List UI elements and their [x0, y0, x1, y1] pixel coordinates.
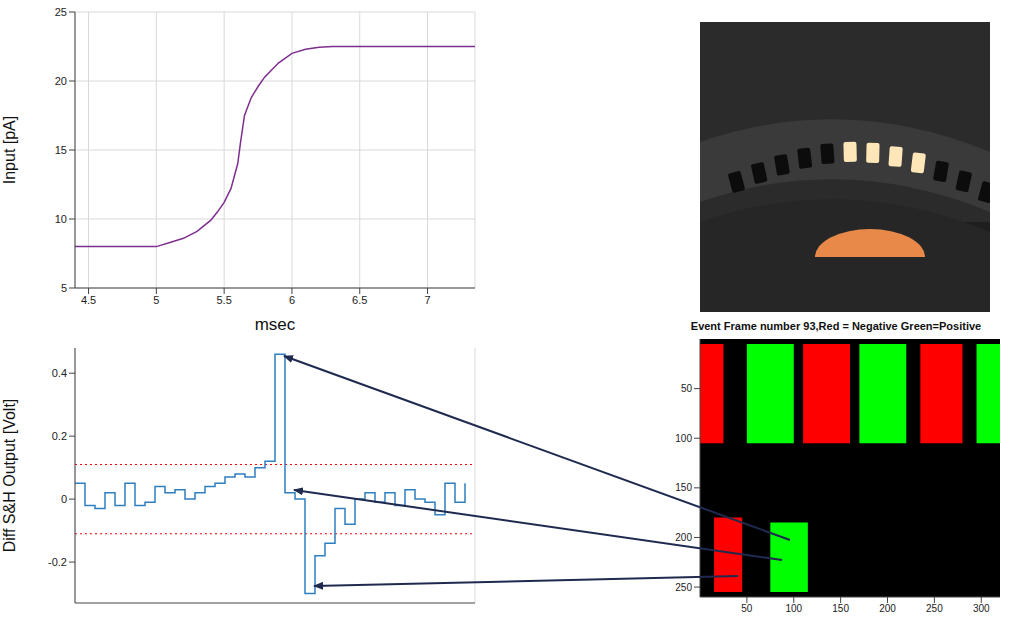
- svg-text:4.5: 4.5: [81, 294, 96, 306]
- svg-text:0: 0: [61, 493, 67, 505]
- svg-text:100: 100: [785, 603, 802, 614]
- svg-text:100: 100: [675, 433, 692, 444]
- svg-text:0.4: 0.4: [52, 367, 67, 379]
- svg-text:10: 10: [55, 213, 67, 225]
- svg-text:Diff S&H Output [Volt]: Diff S&H Output [Volt]: [1, 399, 18, 553]
- svg-text:250: 250: [675, 582, 692, 593]
- svg-text:250: 250: [926, 603, 943, 614]
- svg-text:50: 50: [681, 383, 693, 394]
- svg-text:15: 15: [55, 144, 67, 156]
- svg-text:-0.2: -0.2: [48, 556, 67, 568]
- svg-text:200: 200: [675, 532, 692, 543]
- svg-text:5: 5: [61, 282, 67, 294]
- svg-text:0.2: 0.2: [52, 430, 67, 442]
- svg-text:5: 5: [153, 294, 159, 306]
- svg-text:25: 25: [55, 6, 67, 18]
- svg-text:150: 150: [832, 603, 849, 614]
- svg-text:6: 6: [289, 294, 295, 306]
- svg-text:20: 20: [55, 75, 67, 87]
- svg-text:300: 300: [973, 603, 990, 614]
- svg-text:Input [pA]: Input [pA]: [1, 116, 18, 185]
- svg-text:7: 7: [424, 294, 430, 306]
- svg-text:150: 150: [675, 482, 692, 493]
- svg-text:6.5: 6.5: [352, 294, 367, 306]
- svg-text:5.5: 5.5: [217, 294, 232, 306]
- svg-text:200: 200: [879, 603, 896, 614]
- svg-text:msec: msec: [255, 315, 296, 334]
- svg-text:50: 50: [741, 603, 753, 614]
- html-text:Event Frame number 93,Red = Ne: Event Frame number 93,Red = Negative Gre…: [690, 320, 982, 332]
